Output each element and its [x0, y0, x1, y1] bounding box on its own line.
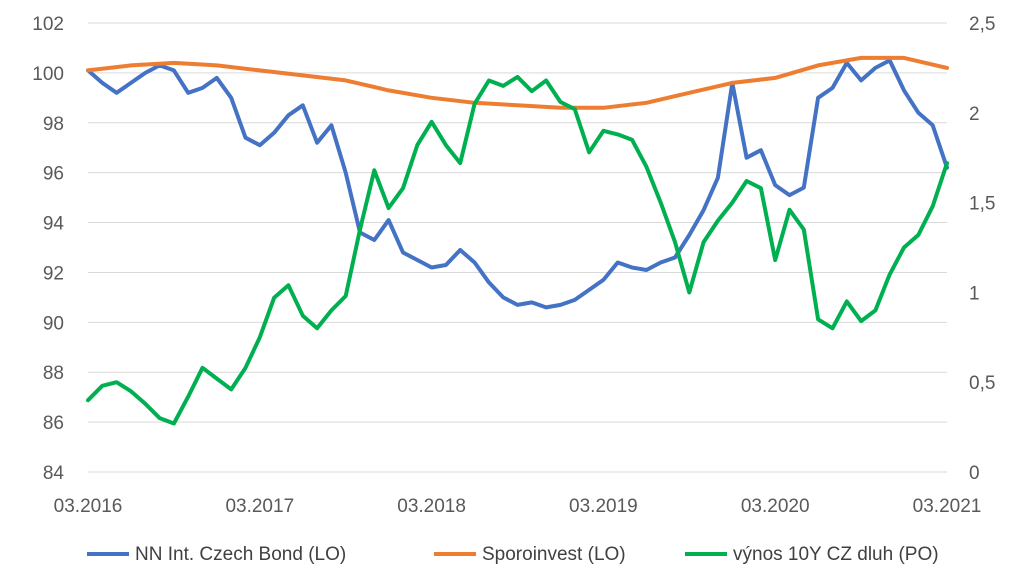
- right-y-tick-label: 0: [969, 463, 980, 484]
- x-tick-label: 03.2021: [913, 496, 982, 517]
- right-y-tick-label: 0,5: [969, 373, 995, 394]
- x-tick-label: 03.2020: [741, 496, 810, 517]
- left-y-tick-label: 84: [43, 463, 65, 484]
- right-y-tick-label: 2: [969, 104, 980, 125]
- x-tick-label: 03.2018: [397, 496, 466, 517]
- right-y-tick-label: 1,5: [969, 194, 995, 215]
- left-y-tick-label: 102: [32, 14, 64, 35]
- series-line-3: [86, 74, 949, 426]
- left-y-tick-label: 94: [43, 214, 65, 235]
- x-tick-label: 03.2019: [569, 496, 638, 517]
- x-tick-label: 03.2017: [225, 496, 294, 517]
- legend-label-2: Sporoinvest (LO): [482, 544, 626, 565]
- legend: NN Int. Czech Bond (LO) Sporoinvest (LO) v…: [87, 544, 939, 565]
- right-y-tick-label: 2,5: [969, 14, 995, 35]
- left-y-tick-label: 100: [32, 64, 64, 85]
- x-tick-label: 03.2016: [54, 496, 123, 517]
- left-axis-tick-labels: 84 86 88 90 92 94 96 98 100 102: [32, 14, 64, 484]
- series-line-2: [86, 55, 949, 110]
- right-axis-tick-labels: 0 0,5 1 1,5 2 2,5: [969, 14, 995, 484]
- x-axis-tick-labels: 03.2016 03.2017 03.2018 03.2019 03.2020 03.20…: [54, 496, 982, 517]
- series-lines: [86, 55, 949, 426]
- right-y-tick-label: 1: [969, 283, 980, 304]
- left-y-tick-label: 86: [43, 413, 64, 434]
- legend-label-3: výnos 10Y CZ dluh (PO): [733, 544, 939, 565]
- series-line-1: [86, 58, 949, 310]
- legend-label-1: NN Int. Czech Bond (LO): [135, 544, 346, 565]
- left-y-tick-label: 92: [43, 263, 64, 284]
- left-y-tick-label: 96: [43, 164, 64, 185]
- left-y-tick-label: 98: [43, 114, 64, 135]
- left-y-tick-label: 90: [43, 313, 64, 334]
- gridlines: [88, 22, 947, 473]
- left-y-tick-label: 88: [43, 363, 64, 384]
